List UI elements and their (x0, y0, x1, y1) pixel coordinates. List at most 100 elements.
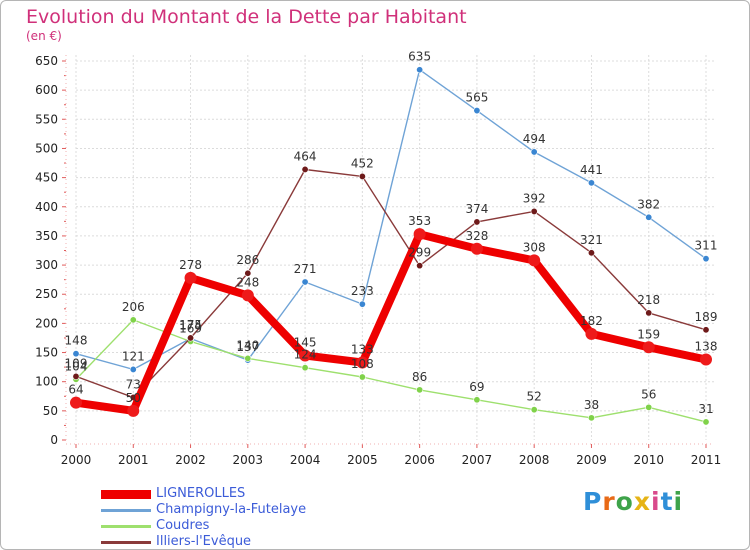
data-point (528, 254, 541, 267)
axes: 0501001502002503003504004505005506006502… (35, 54, 721, 467)
y-tick-label: 200 (35, 316, 58, 330)
data-label: 73 (126, 377, 141, 391)
x-tick-label: 2010 (633, 453, 664, 467)
data-label: 271 (294, 262, 317, 276)
data-label: 218 (637, 293, 660, 307)
data-point (587, 414, 595, 422)
data-point (470, 242, 483, 255)
x-tick-label: 2005 (347, 453, 378, 467)
data-label: 31 (698, 402, 713, 416)
data-label: 145 (294, 335, 317, 349)
data-label: 374 (465, 202, 488, 216)
x-tick-label: 2000 (61, 453, 92, 467)
data-point (299, 349, 312, 362)
legend-label: Champigny-la-Futelaye (156, 502, 307, 517)
data-label: 308 (523, 240, 546, 254)
data-point (358, 172, 366, 180)
series-line-3 (75, 168, 707, 399)
data-point (530, 148, 538, 156)
data-point (473, 218, 481, 226)
y-tick-label: 550 (35, 112, 58, 126)
data-point (473, 396, 481, 404)
data-point (241, 289, 254, 302)
data-label: 278 (179, 258, 202, 272)
legend-label: Coudres (156, 518, 210, 533)
x-tick-label: 2007 (462, 453, 493, 467)
data-point (587, 249, 595, 257)
x-tick-label: 2002 (175, 453, 206, 467)
x-tick-label: 2008 (519, 453, 550, 467)
data-point (416, 66, 424, 74)
y-tick-label: 300 (35, 258, 58, 272)
data-point (702, 418, 710, 426)
grid (75, 55, 714, 440)
y-tick-label: 450 (35, 171, 58, 185)
data-label: 494 (523, 132, 546, 146)
data-label: 299 (408, 246, 431, 260)
data-label: 328 (465, 229, 488, 243)
y-tick-label: 350 (35, 229, 58, 243)
data-label: 321 (580, 233, 603, 247)
data-point (244, 354, 252, 362)
data-point (187, 334, 195, 342)
data-point (473, 107, 481, 115)
data-label: 38 (584, 398, 599, 412)
data-point (184, 271, 197, 284)
data-point (72, 350, 80, 358)
data-label: 206 (122, 300, 145, 314)
data-label: 69 (469, 380, 484, 394)
data-point (645, 213, 653, 221)
legend: LIGNEROLLES Champigny-la-Futelaye Coudres I… (101, 486, 361, 549)
x-tick-label: 2001 (118, 453, 149, 467)
data-point (530, 406, 538, 414)
x-tick-label: 2011 (691, 453, 722, 467)
data-label: 464 (294, 149, 317, 163)
data-point (72, 372, 80, 380)
y-tick-label: 100 (35, 375, 58, 389)
data-point (702, 326, 710, 334)
legend-item: Illiers-l'Evêque (101, 534, 361, 549)
data-point (645, 403, 653, 411)
data-point (127, 404, 140, 417)
legend-item: Champigny-la-Futelaye (101, 502, 361, 518)
data-label: 565 (465, 91, 488, 105)
data-labels: 64 50 278 248 145 133 353 328 308 182 159 138 148 121… (65, 50, 718, 416)
data-point (129, 365, 137, 373)
data-point (530, 207, 538, 215)
data-point (358, 373, 366, 381)
y-tick-label: 250 (35, 287, 58, 301)
data-point (129, 316, 137, 324)
data-label: 452 (351, 156, 374, 170)
data-point (301, 364, 309, 372)
series-line-2 (75, 319, 707, 423)
data-label: 286 (236, 253, 259, 267)
logo-letter: x (633, 487, 651, 516)
series (70, 66, 712, 426)
data-point (587, 179, 595, 187)
chart-title: Evolution du Montant de la Dette par Hab… (26, 6, 467, 28)
series-line-1 (75, 68, 707, 371)
legend-item: Coudres (101, 518, 361, 534)
data-label: 64 (68, 383, 83, 397)
data-label: 182 (580, 314, 603, 328)
y-tick-label: 0 (50, 433, 58, 447)
data-label: 248 (236, 275, 259, 289)
legend-swatch (101, 490, 151, 499)
data-point (413, 228, 426, 241)
data-label: 159 (637, 327, 660, 341)
y-tick-label: 50 (43, 404, 58, 418)
y-tick-label: 600 (35, 83, 58, 97)
data-point (301, 278, 309, 286)
data-point (702, 255, 710, 263)
data-label: 392 (523, 191, 546, 205)
data-label: 50 (126, 391, 141, 405)
data-label: 353 (408, 214, 431, 228)
data-label: 382 (637, 197, 660, 211)
data-point (585, 327, 598, 340)
data-point (356, 356, 369, 369)
data-label: 189 (695, 310, 718, 324)
data-label: 109 (65, 356, 88, 370)
data-label: 86 (412, 370, 427, 384)
logo-letter: o (615, 487, 634, 516)
